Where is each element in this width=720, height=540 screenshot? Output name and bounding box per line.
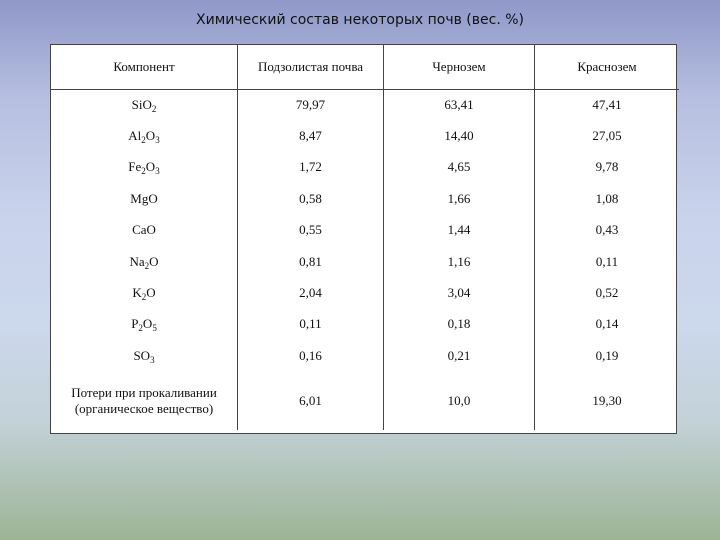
component-cell: CaO: [51, 214, 238, 246]
component-cell: SO3: [51, 340, 238, 372]
table-header-row: Компонент Подзолистая почва Чернозем Кра…: [51, 45, 679, 90]
table-row: SiO2 79,97 63,41 47,41: [51, 89, 679, 121]
value-cell: 1,16: [383, 245, 535, 278]
table-row: Потери при прокаливании (органическое ве…: [51, 371, 679, 430]
soil-composition-table-container: Компонент Подзолистая почва Чернозем Кра…: [50, 44, 679, 434]
value-cell: 14,40: [383, 120, 535, 152]
value-cell: 63,41: [383, 89, 535, 121]
component-cell: P2O5: [51, 308, 238, 341]
table-row: Na2O 0,81 1,16 0,11: [51, 245, 679, 278]
value-cell: 2,04: [237, 277, 384, 309]
table-row: SO3 0,16 0,21 0,19: [51, 340, 679, 372]
header-krasnozem: Краснозем: [534, 45, 679, 90]
value-cell: 1,66: [383, 183, 535, 215]
value-cell: 0,16: [237, 340, 384, 372]
table-row: Al2O3 8,47 14,40 27,05: [51, 120, 679, 152]
header-podzolic: Подзолистая почва: [237, 45, 384, 90]
value-cell: 0,21: [383, 340, 535, 372]
value-cell: 0,81: [237, 245, 384, 278]
value-cell: 19,30: [592, 392, 622, 408]
value-cell: 0,14: [595, 316, 619, 332]
value-cell: 79,97: [237, 89, 384, 121]
value-cell: 0,52: [595, 285, 619, 301]
value-cell: 0,11: [237, 308, 384, 341]
table-row: K2O 2,04 3,04 0,52: [51, 277, 679, 309]
value-cell: 0,18: [383, 308, 535, 341]
value-cell: 0,58: [237, 183, 384, 215]
slide-title: Химический состав некоторых почв (вес. %…: [196, 12, 524, 28]
value-cell: 27,05: [592, 128, 622, 144]
value-cell: 1,08: [595, 190, 619, 206]
component-cell: SiO2: [51, 89, 238, 121]
component-cell: Al2O3: [51, 120, 238, 152]
value-cell: 0,19: [595, 347, 619, 363]
value-cell: 3,04: [383, 277, 535, 309]
value-cell: 8,47: [237, 120, 384, 152]
value-cell: 4,65: [383, 151, 535, 184]
value-cell: 9,78: [595, 159, 619, 175]
value-cell: 1,72: [237, 151, 384, 184]
component-cell: MgO: [51, 183, 238, 215]
table-row: CaO 0,55 1,44 0,43: [51, 214, 679, 246]
value-cell: 6,01: [237, 371, 384, 430]
component-cell: Потери при прокаливании (органическое ве…: [51, 371, 238, 430]
value-cell: 0,43: [595, 222, 619, 238]
header-chernozem: Чернозем: [383, 45, 535, 90]
value-cell: 0,55: [237, 214, 384, 246]
header-component: Компонент: [51, 45, 238, 90]
table-row: Fe2O3 1,72 4,65 9,78: [51, 151, 679, 184]
value-cell: 10,0: [383, 371, 535, 430]
component-cell: Na2O: [51, 245, 238, 278]
soil-composition-table: Компонент Подзолистая почва Чернозем Кра…: [51, 45, 679, 430]
table-row: MgO 0,58 1,66 1,08: [51, 183, 679, 215]
value-cell: 0,11: [595, 253, 619, 269]
table-row: P2O5 0,11 0,18 0,14: [51, 308, 679, 341]
component-cell: Fe2O3: [51, 151, 238, 184]
value-cell: 1,44: [383, 214, 535, 246]
component-cell: K2O: [51, 277, 238, 309]
value-cell: 47,41: [592, 96, 622, 112]
